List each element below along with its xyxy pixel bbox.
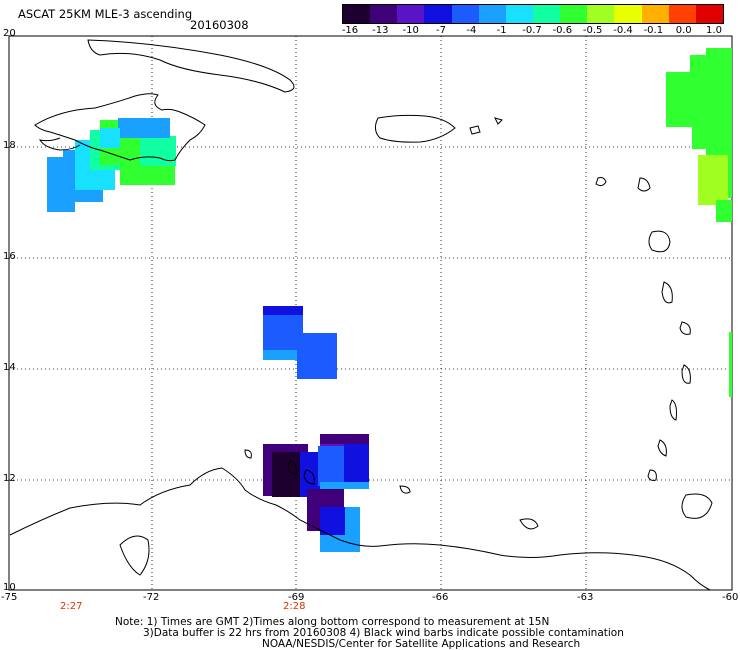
colorbar-segment [478,5,506,23]
swath-cell [698,155,728,205]
x-tick-label: -66 [432,592,449,603]
swath-cell [320,507,345,535]
colorbar-label: -16 [341,25,359,36]
swath-cell [100,128,120,148]
colorbar-label: 0.0 [675,25,692,36]
colorbar-segment [695,5,723,23]
swath-cell [320,434,369,444]
y-tick-label: 10 [3,582,16,593]
swath-cell [729,332,732,397]
colorbar-segment [424,5,452,23]
swath-cell [263,350,299,360]
swath-cell [318,446,348,486]
colorbar [342,4,724,24]
x-tick-label: -69 [288,592,305,603]
colorbar-label: -13 [372,25,389,36]
plot-frame [8,35,733,591]
colorbar-segment [668,5,696,23]
colorbar-segment [560,5,588,23]
colorbar-segment [614,5,642,23]
colorbar-label: -0.5 [582,25,603,36]
colorbar-segment [641,5,669,23]
colorbar-segment [370,5,398,23]
note-line-3: NOAA/NESDIS/Center for Satellite Applica… [262,638,581,650]
swath-cell [692,112,712,149]
coastlines [9,39,713,591]
x-tick-label: -63 [577,592,594,603]
swath-cell [118,118,170,138]
note-line-1: Note: 1) Times are GMT 2)Times along bot… [115,616,550,628]
y-tick-label: 16 [3,251,16,262]
colorbar-label: -10 [402,25,419,36]
colorbar-segment [343,5,371,23]
grid-lines [9,36,732,590]
colorbar-label: -7 [436,25,446,36]
colorbar-label: -1 [496,25,507,36]
time-label: 2:28 [283,601,306,612]
colorbar-labels: -16 -13 -10 -7 -4 -1 -0.7 -0.6 -0.5 -0.4 -0.1 0.0 1.… [342,25,722,37]
swath-cell [297,333,337,379]
swath-cell [344,444,369,482]
time-label: 2:27 [60,601,83,612]
colorbar-segment [532,5,561,23]
colorbar-label: -4 [466,25,477,36]
swath-cell [320,482,369,489]
map-title: ASCAT 25KM MLE-3 ascending [18,7,193,21]
y-tick-label: 20 [3,28,16,39]
x-tick-label: -75 [1,592,18,603]
x-tick-label: -60 [722,592,739,603]
swath-cell [140,136,176,166]
colorbar-label: 1.0 [706,25,722,36]
map-date: 20160308 [190,18,249,32]
colorbar-label: -0.6 [552,25,573,36]
y-tick-label: 12 [3,473,16,484]
swath-cell [263,306,303,315]
y-tick-label: 14 [3,362,16,373]
wind-data-swaths [47,48,732,552]
x-tick-label: -72 [143,592,160,603]
colorbar-segment [451,5,479,23]
colorbar-segment [587,5,615,23]
swath-cell [716,200,732,222]
colorbar-label: -0.7 [522,25,542,36]
note-line-2: 3)Data buffer is 22 hrs from 20160308 4)… [143,627,624,639]
colorbar-label: -0.4 [613,25,633,36]
y-tick-label: 18 [3,140,16,151]
colorbar-segment [397,5,425,23]
colorbar-segment [505,5,533,23]
colorbar-label: -0.1 [643,25,664,36]
